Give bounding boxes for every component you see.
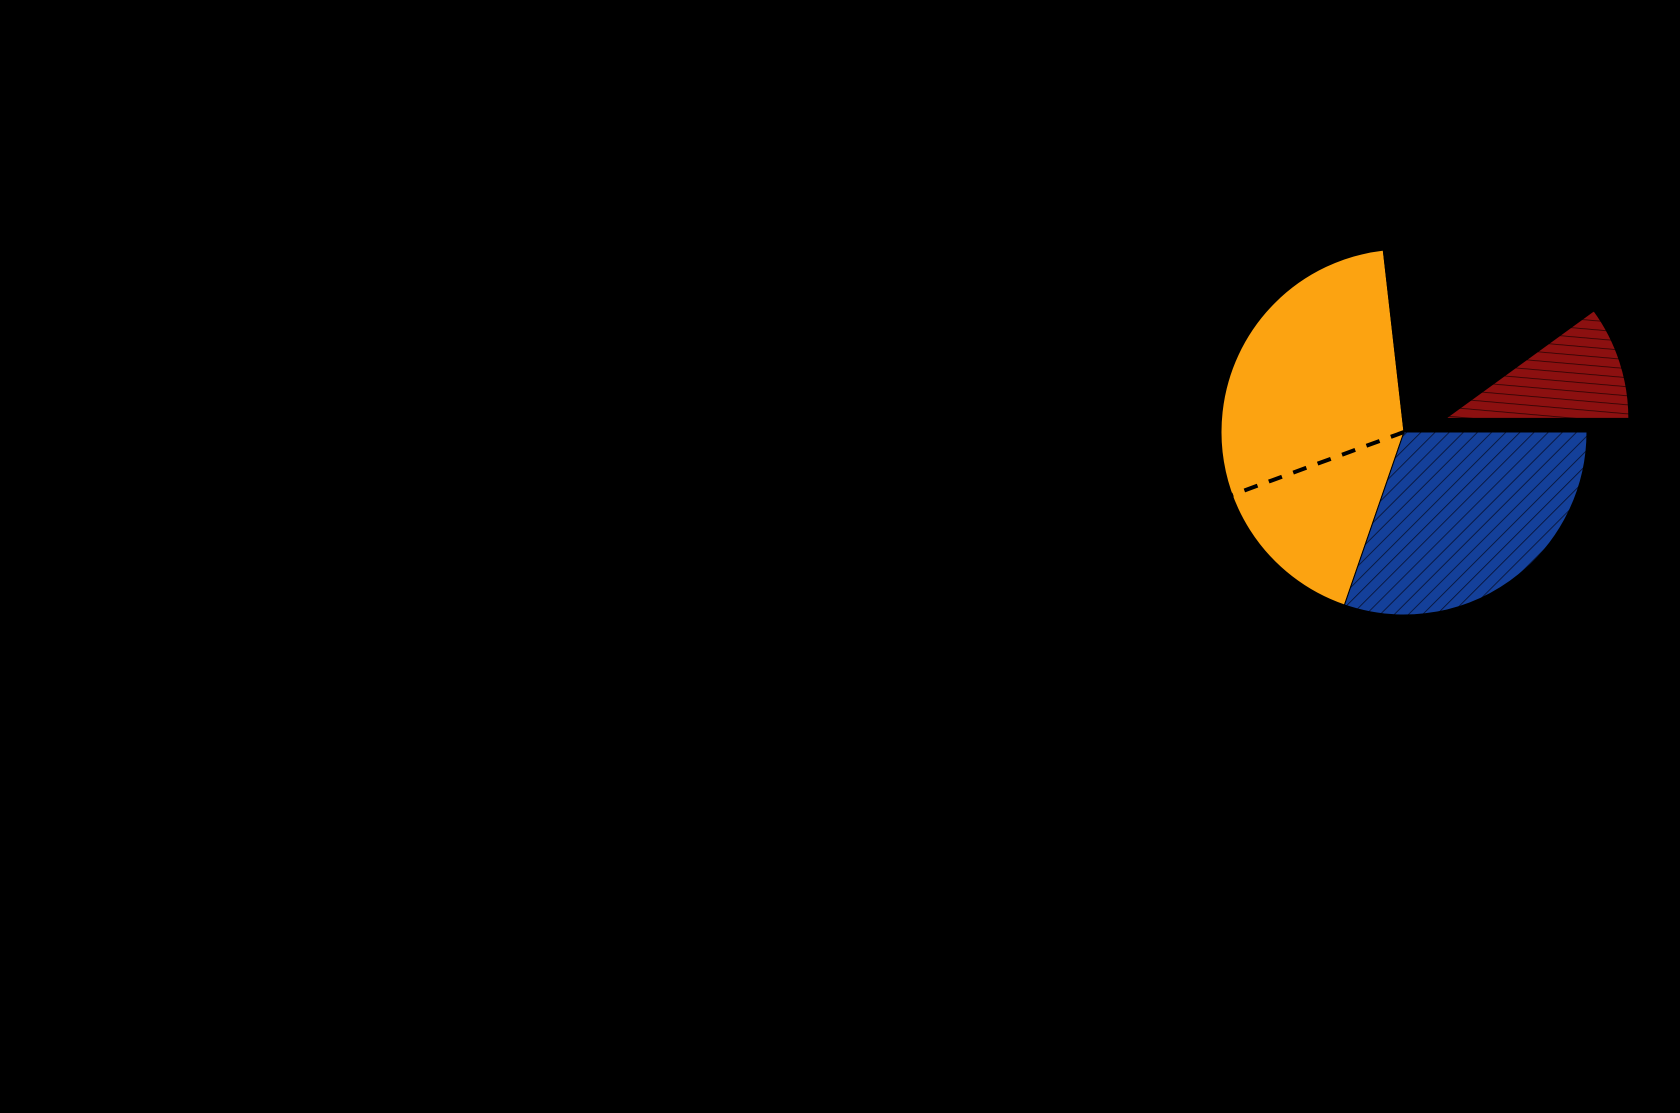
pie-slice-gap <box>1382 248 1553 433</box>
pie-slice-dark-red[interactable] <box>1444 310 1630 419</box>
pie-slices <box>1220 248 1630 616</box>
pie-slice-blue[interactable] <box>1343 431 1588 616</box>
pie-slice-orange[interactable] <box>1220 249 1405 606</box>
annotations-layer <box>1231 430 1405 497</box>
dashed-radius-line <box>1231 430 1405 497</box>
